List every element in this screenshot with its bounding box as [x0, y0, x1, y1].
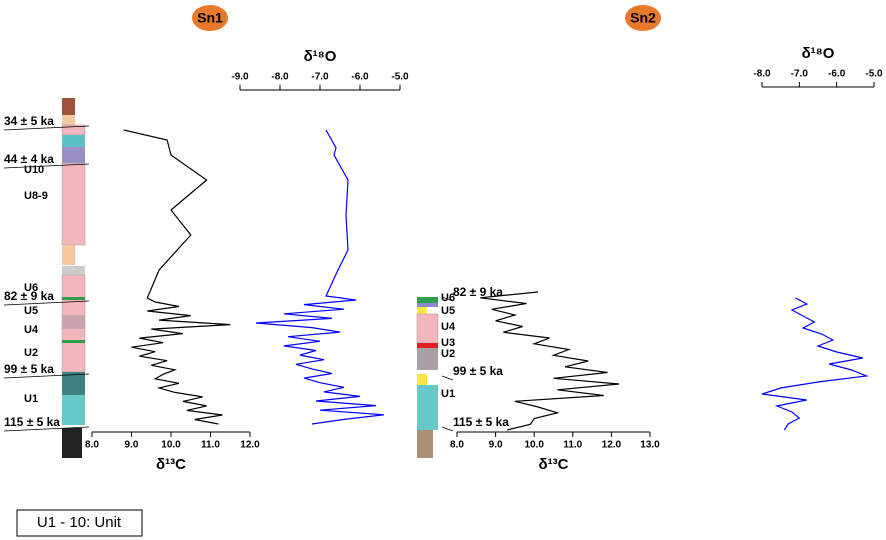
isotope-curve — [761, 297, 869, 431]
x-tick-label: -8.0 — [753, 69, 771, 80]
x-tick-label: 12.0 — [602, 440, 622, 451]
x-tick-label: -6.0 — [828, 69, 846, 80]
axis-label: δ¹⁸O — [802, 45, 835, 62]
layer — [62, 266, 85, 275]
isotope-curve — [123, 129, 231, 425]
unit-label: U6 — [24, 282, 38, 294]
axis-label: δ¹³C — [156, 456, 186, 473]
x-tick-label: 10.0 — [161, 440, 181, 451]
layer — [417, 343, 438, 348]
x-tick-label: 13.0 — [640, 440, 660, 451]
axis-label: δ¹³C — [539, 456, 569, 473]
x-tick-label: 10.0 — [524, 440, 544, 451]
x-tick-label: 12.0 — [240, 440, 260, 451]
unit-label: U4 — [24, 324, 39, 336]
age-label: 44 ± 4 ka — [4, 152, 54, 166]
age-leader — [3, 426, 90, 432]
isotope-curve — [480, 291, 620, 431]
layer — [417, 385, 438, 430]
x-tick-label: 8.0 — [450, 440, 464, 451]
age-leader — [3, 163, 90, 169]
x-tick-label: -6.0 — [351, 72, 369, 83]
layer — [62, 428, 82, 458]
title-badge — [192, 5, 228, 31]
layer — [417, 374, 427, 385]
chart-title: Sn2 — [630, 10, 656, 26]
x-tick-label: -5.0 — [865, 69, 883, 80]
x-tick-label: -8.0 — [271, 72, 289, 83]
x-tick-label: 11.0 — [201, 440, 220, 451]
layer — [416, 313, 439, 344]
age-leader — [441, 426, 454, 432]
age-label: 115 ± 5 ka — [4, 415, 60, 429]
unit-label: U5 — [441, 305, 455, 317]
unit-label: U5 — [24, 305, 38, 317]
age-label: 99 ± 5 ka — [4, 362, 54, 376]
layer — [62, 372, 85, 395]
unit-label: U3 — [441, 337, 455, 349]
chart-title: Sn1 — [197, 10, 223, 26]
layer — [62, 115, 75, 125]
age-label: 82 ± 9 ka — [4, 289, 54, 303]
layer — [62, 315, 85, 329]
age-leader — [3, 300, 90, 306]
unit-label: U2 — [441, 348, 455, 360]
layer — [62, 98, 75, 115]
legend-note: U1 - 10: Unit — [37, 514, 122, 531]
unit-label: U6 — [441, 292, 455, 304]
x-tick-label: 9.0 — [125, 440, 139, 451]
unit-label: U8-9 — [24, 190, 48, 202]
x-tick-label: 9.0 — [489, 440, 503, 451]
layer — [62, 297, 85, 300]
age-label: 34 ± 5 ka — [4, 114, 54, 128]
layer — [62, 147, 85, 163]
unit-label: U1 — [441, 388, 455, 400]
x-tick-label: -7.0 — [791, 69, 809, 80]
layer — [417, 307, 427, 314]
stratigraphic-column — [61, 98, 86, 458]
x-tick-label: -5.0 — [391, 72, 409, 83]
age-leader — [3, 125, 90, 131]
x-tick-label: 11.0 — [563, 440, 582, 451]
layer — [417, 303, 438, 307]
layer — [62, 135, 85, 147]
stratigraphic-column — [416, 297, 439, 458]
title-badge — [625, 5, 661, 31]
age-label: 82 ± 9 ka — [453, 285, 503, 299]
legend-box — [16, 509, 143, 537]
age-label: 115 ± 5 ka — [453, 415, 509, 429]
layer — [62, 395, 85, 425]
unit-label: U1 — [24, 393, 38, 405]
x-tick-label: -9.0 — [231, 72, 249, 83]
isotope-curve — [255, 129, 385, 425]
layer — [62, 245, 75, 265]
layer — [61, 162, 86, 246]
axis-label: δ¹⁸O — [304, 48, 337, 65]
age-leader — [441, 296, 454, 302]
age-leader — [441, 375, 454, 381]
age-leader — [3, 373, 90, 379]
layer — [417, 297, 438, 303]
x-tick-label: 8.0 — [85, 440, 99, 451]
unit-label: U4 — [441, 321, 456, 333]
age-label: 99 ± 5 ka — [453, 364, 503, 378]
x-tick-label: -7.0 — [311, 72, 329, 83]
layer — [62, 340, 85, 343]
layer — [417, 348, 438, 370]
layer — [417, 430, 433, 458]
unit-label: U2 — [24, 347, 38, 359]
